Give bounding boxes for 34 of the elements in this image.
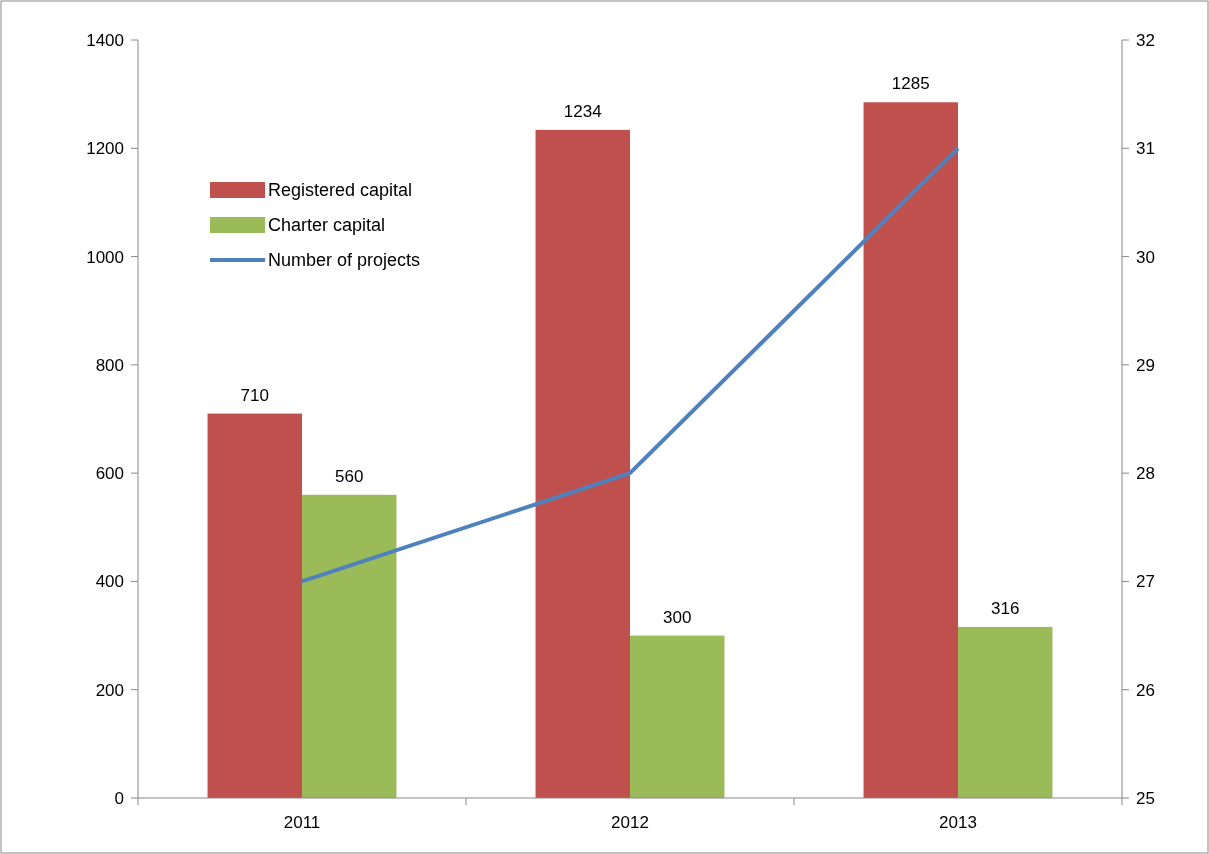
y-tick-label: 1400 (86, 30, 124, 50)
data-label: 560 (335, 466, 364, 486)
bar (535, 129, 630, 798)
x-tick-label: 2011 (283, 813, 321, 832)
y-tick-label: 1000 (86, 247, 124, 267)
data-label: 1234 (563, 101, 602, 121)
data-label: 710 (240, 385, 269, 405)
bar (630, 635, 725, 798)
y-tick-label: 1200 (86, 139, 124, 159)
x-tick-label: 2013 (939, 813, 977, 832)
y2-tick-label: 31 (1136, 139, 1155, 159)
legend-label: Charter capital (268, 215, 386, 236)
bar (207, 413, 302, 798)
y-tick-label: 800 (95, 355, 124, 375)
x-tick-label: 2012 (611, 813, 649, 832)
y-tick-label: 200 (95, 680, 124, 700)
y2-tick-label: 26 (1136, 680, 1155, 700)
y-tick-label: 400 (95, 572, 124, 592)
y-tick-label: 0 (114, 788, 124, 808)
data-label: 316 (991, 598, 1020, 618)
data-label: 1285 (891, 74, 930, 94)
legend-label: Number of projects (268, 250, 421, 271)
y2-tick-label: 30 (1136, 247, 1155, 267)
y2-tick-label: 28 (1136, 464, 1155, 484)
y-tick-label: 600 (95, 464, 124, 484)
bar (863, 102, 958, 798)
legend-label: Registered capital (268, 180, 413, 201)
bar (302, 494, 397, 798)
y2-tick-label: 32 (1136, 30, 1155, 50)
bar (958, 626, 1053, 798)
y2-tick-label: 27 (1136, 572, 1155, 592)
y2-tick-label: 29 (1136, 355, 1155, 375)
data-label: 300 (663, 607, 692, 627)
y2-tick-label: 25 (1136, 788, 1155, 808)
